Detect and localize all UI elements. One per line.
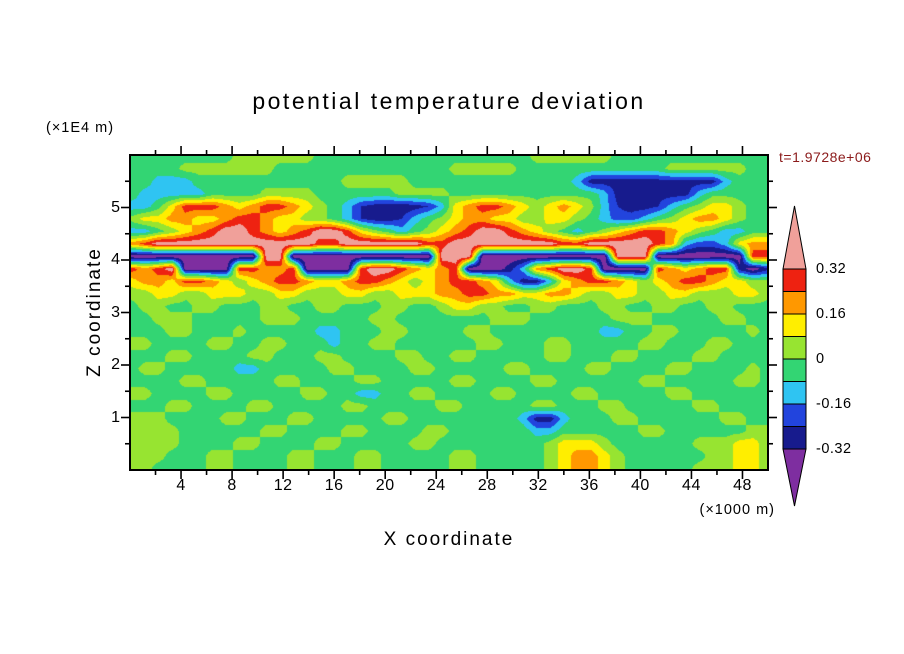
x-tick-label: 36 xyxy=(579,477,599,494)
x-tick-label: 12 xyxy=(273,477,293,494)
y-axis-unit-label: (×1E4 m) xyxy=(46,120,115,136)
colorbar-tick-label: -0.16 xyxy=(816,396,852,412)
y-axis-title: Z coordinate xyxy=(84,247,105,377)
x-tick-label: 4 xyxy=(176,477,186,494)
contour-field-canvas xyxy=(131,156,767,469)
colorbar-segment xyxy=(782,268,807,292)
x-tick-label: 16 xyxy=(324,477,344,494)
colorbar-tick-label: 0.32 xyxy=(816,261,847,277)
colorbar-tick-label: -0.32 xyxy=(816,441,852,457)
colorbar-segment xyxy=(782,291,807,315)
colorbar-segment xyxy=(782,358,807,382)
colorbar-segment xyxy=(782,381,807,405)
colorbar-arrow-bottom xyxy=(782,448,807,507)
x-tick-label: 8 xyxy=(227,477,237,494)
x-tick-label: 40 xyxy=(630,477,650,494)
y-tick-label: 5 xyxy=(111,198,120,216)
colorbar-segment xyxy=(782,336,807,360)
y-tick-label: 1 xyxy=(111,408,120,426)
x-axis-unit-label: (×1000 m) xyxy=(699,502,775,518)
colorbar-arrow-top xyxy=(782,205,807,270)
x-tick-label: 48 xyxy=(733,477,752,494)
colorbar-tick-label: 0 xyxy=(816,351,825,367)
x-tick-label: 32 xyxy=(528,477,548,494)
timestamp-label: t=1.9728e+06 xyxy=(779,149,872,165)
plot-title: potential temperature deviation xyxy=(252,88,646,114)
colorbar-segment xyxy=(782,403,807,427)
x-tick-label: 28 xyxy=(477,477,497,494)
colorbar-segment xyxy=(782,313,807,337)
x-tick-label: 24 xyxy=(426,477,446,494)
x-tick-label: 44 xyxy=(682,477,701,494)
colorbar-tick-label: 0.16 xyxy=(816,306,847,322)
x-tick-label: 20 xyxy=(375,477,395,494)
x-axis-title: X coordinate xyxy=(383,529,515,550)
colorbar-segment xyxy=(782,426,807,450)
